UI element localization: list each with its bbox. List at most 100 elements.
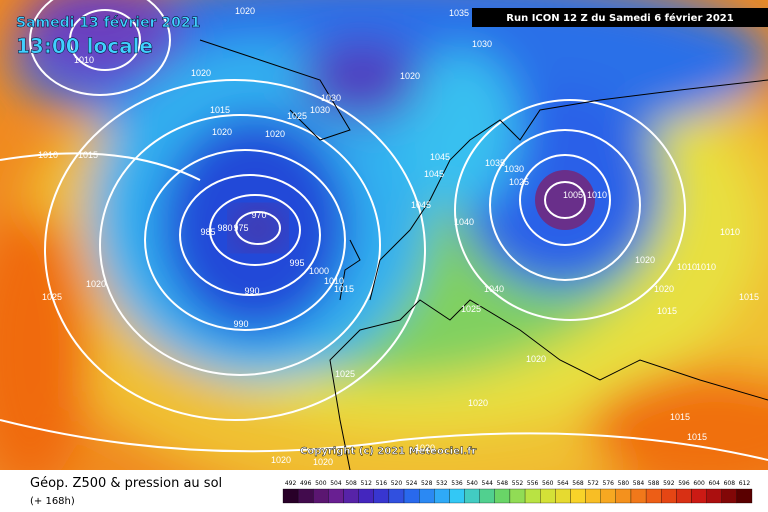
isobar-label: 1020 [400, 71, 420, 81]
isobar-label: 1030 [504, 164, 524, 174]
isobars [0, 0, 768, 461]
isobar-label: 995 [289, 258, 304, 268]
isobar-label: 1020 [86, 279, 106, 289]
isobar-label: 1035 [485, 158, 505, 168]
run-banner [472, 8, 768, 27]
colorbar-swatch [630, 488, 647, 504]
colorbar-swatch [464, 488, 480, 504]
colorbar-swatch [661, 488, 677, 504]
colorbar-swatch [555, 488, 571, 504]
colorbar-swatch [434, 488, 450, 504]
isobar-label: 1030 [310, 105, 330, 115]
isobar-label: 1010 [587, 190, 607, 200]
isobar-label: 1025 [42, 292, 62, 302]
isobar-label: 975 [233, 223, 248, 233]
isobar-label: 1020 [191, 68, 211, 78]
colorbar-swatch [479, 488, 495, 504]
colorbar-label: 588 [648, 480, 660, 487]
isobar-label: 1005 [563, 190, 583, 200]
colorbar-label: 528 [421, 480, 433, 487]
isobar-label: 1030 [321, 93, 341, 103]
isobar-label: 1020 [526, 354, 546, 364]
colorbar-swatch [721, 488, 738, 504]
isobar-label: 990 [233, 319, 248, 329]
isobar-label: 1020 [265, 129, 285, 139]
colorbar-label: 552 [512, 480, 524, 487]
isobar-label: 990 [244, 286, 259, 296]
colorbar-label: 540 [466, 480, 478, 487]
colorbar-label: 564 [557, 480, 569, 487]
colorbar-swatch [419, 488, 435, 504]
isobar-label: 1020 [635, 255, 655, 265]
colorbar-label: 492 [285, 480, 297, 487]
isobar-label: 1010 [324, 276, 344, 286]
colorbar-label: 584 [633, 480, 645, 487]
colorbar-label: 596 [678, 480, 690, 487]
isobar-label: 1020 [313, 457, 333, 467]
colorbar-label: 568 [572, 480, 584, 487]
isobar-label: 1015 [687, 432, 707, 442]
colorbar-label: 548 [497, 480, 509, 487]
colorbar-label: 612 [739, 480, 751, 487]
colorbar-label: 572 [587, 480, 599, 487]
colorbar-swatch [691, 488, 707, 504]
isobar-label: 1015 [78, 150, 98, 160]
isobar-label: 1015 [670, 412, 690, 422]
colorbar-swatch [540, 488, 556, 504]
isobar-label: 1020 [468, 398, 488, 408]
legend-lead: (+ 168h) [30, 496, 75, 507]
isobar-label: 1045 [424, 169, 444, 179]
isobar-label: 1025 [335, 369, 355, 379]
colorbar-label: 520 [391, 480, 403, 487]
colorbar-swatch [373, 488, 390, 504]
isobar-label: 1015 [739, 292, 759, 302]
isobar-label: 1015 [210, 105, 230, 115]
coastlines [199, 39, 768, 470]
date: Samedi 13 février 2021 [16, 15, 200, 31]
copyright: Copyright (c) 2021 Meteociel.fr [300, 446, 477, 457]
isobar-label: 1020 [415, 443, 435, 453]
isobar-label: 1025 [509, 177, 529, 187]
colorbar-swatch [736, 488, 753, 504]
isobar-label: 1015 [657, 306, 677, 316]
colorbar-swatch [600, 488, 616, 504]
isobar-label: 970 [251, 210, 266, 220]
colorbar-label: 608 [724, 480, 736, 487]
colorbar-label: 496 [300, 480, 312, 487]
isobar-label: 1015 [334, 284, 354, 294]
legend-title: Géop. Z500 & pression au sol [30, 476, 222, 491]
colorbar-label: 580 [618, 480, 630, 487]
isobar-label: 1010 [720, 227, 740, 237]
run-label: Run ICON 12 Z du Samedi 6 février 2021 [506, 12, 733, 24]
isobar-label: 985 [200, 227, 215, 237]
isobar-label: 1040 [454, 217, 474, 227]
isobar-label: 1010 [74, 55, 94, 65]
colorbar-swatch [524, 488, 541, 504]
colorbar-label: 524 [406, 480, 418, 487]
isobar-label: 1010 [696, 262, 716, 272]
colorbar-label: 560 [542, 480, 554, 487]
colorbar-label: 536 [451, 480, 463, 487]
colorbar-swatch [282, 488, 299, 504]
colorbar-label: 592 [663, 480, 675, 487]
isobar-label: 1025 [461, 304, 481, 314]
isobar-label: 1025 [287, 111, 307, 121]
isobar-label: 1035 [449, 8, 469, 18]
colorbar-swatch [645, 488, 662, 504]
colorbar-label: 576 [603, 480, 615, 487]
colorbar-label: 516 [376, 480, 388, 487]
colorbar-swatch [328, 488, 344, 504]
colorbar-swatch [403, 488, 420, 504]
colorbar-swatch [615, 488, 632, 504]
colorbar-swatch [706, 488, 722, 504]
colorbar-label: 512 [360, 480, 372, 487]
isobar-label: 1020 [271, 455, 291, 465]
colorbar-swatch [313, 488, 329, 504]
colorbar-swatch [358, 488, 374, 504]
isobar-label: 1000 [309, 266, 329, 276]
colorbar: 492 496 500 504 508 512 516 520 524 528 532 536 540 5… [282, 480, 753, 504]
isobar-label: 980 [217, 223, 232, 233]
